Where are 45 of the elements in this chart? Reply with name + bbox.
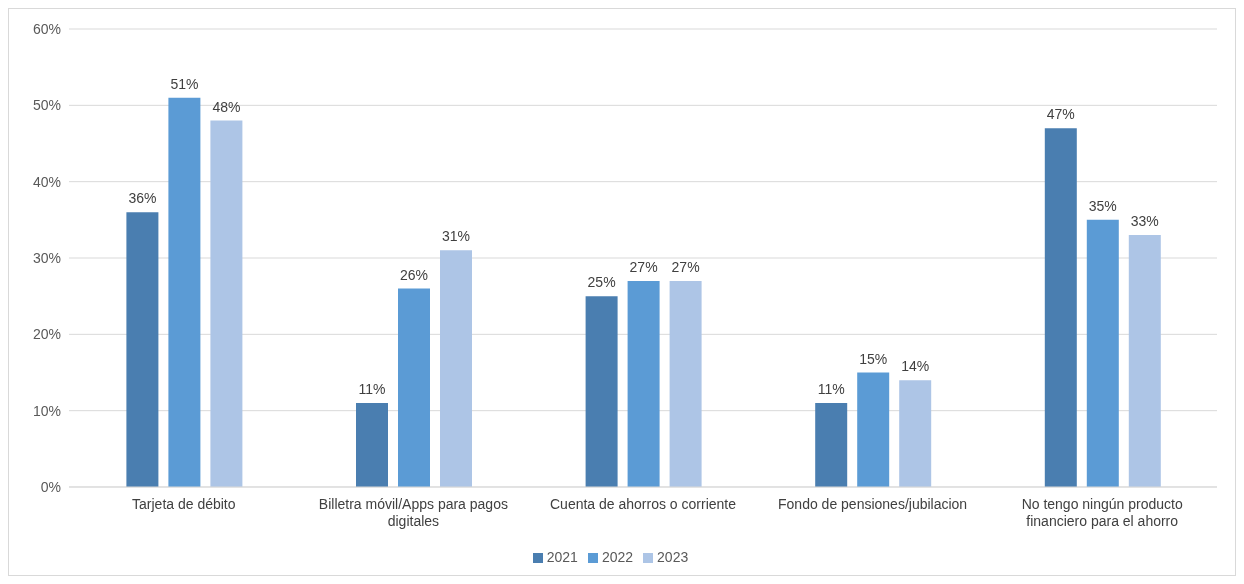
bar xyxy=(356,403,388,487)
x-tick-label: Billetra móvil/Apps para pagos digitales xyxy=(318,496,508,529)
bar xyxy=(585,296,618,487)
bar xyxy=(1128,235,1161,487)
y-tick-label: 50% xyxy=(32,97,61,114)
data-label: 36% xyxy=(128,190,157,207)
data-label: 31% xyxy=(441,228,471,245)
bar xyxy=(857,372,890,487)
bar xyxy=(126,212,159,487)
data-label: 33% xyxy=(1130,213,1159,230)
data-label: 35% xyxy=(1088,197,1117,214)
y-tick-label: 40% xyxy=(32,173,61,190)
y-tick-label: 20% xyxy=(32,326,61,343)
x-tick-label: No tengo ningún producto financiero para el ahorro xyxy=(1021,496,1183,529)
data-label: 48% xyxy=(212,98,241,115)
data-label: 25% xyxy=(587,274,616,291)
y-tick-label: 10% xyxy=(32,402,61,419)
bar xyxy=(440,250,472,487)
bar xyxy=(210,120,243,487)
bar xyxy=(899,380,932,487)
bar xyxy=(669,280,702,487)
data-label: 15% xyxy=(859,350,888,367)
data-label: 11% xyxy=(817,381,845,398)
data-label: 26% xyxy=(399,266,429,283)
x-tick-label: Cuenta de ahorros o corriente xyxy=(550,496,737,512)
legend-label: 2021 xyxy=(546,549,578,565)
bar xyxy=(398,288,430,487)
data-label: 11% xyxy=(358,381,386,398)
data-label: 27% xyxy=(629,258,658,275)
data-label: 47% xyxy=(1046,106,1075,123)
data-label: 51% xyxy=(170,75,199,92)
legend-label: 2023 xyxy=(657,549,689,565)
bar xyxy=(168,97,201,487)
y-tick-label: 30% xyxy=(32,249,61,266)
bar xyxy=(815,403,848,487)
x-tick-label: Fondo de pensiones/jubilacion xyxy=(778,496,968,512)
bar xyxy=(1044,128,1077,487)
y-tick-label: 0% xyxy=(40,478,61,495)
data-label: 14% xyxy=(901,358,930,375)
data-label: 27% xyxy=(671,258,700,275)
y-tick-label: 60% xyxy=(32,20,61,37)
bar xyxy=(627,280,660,487)
x-tick-label: Tarjeta de débito xyxy=(132,496,236,512)
legend-label: 2022 xyxy=(601,549,634,565)
bar xyxy=(1086,219,1119,487)
